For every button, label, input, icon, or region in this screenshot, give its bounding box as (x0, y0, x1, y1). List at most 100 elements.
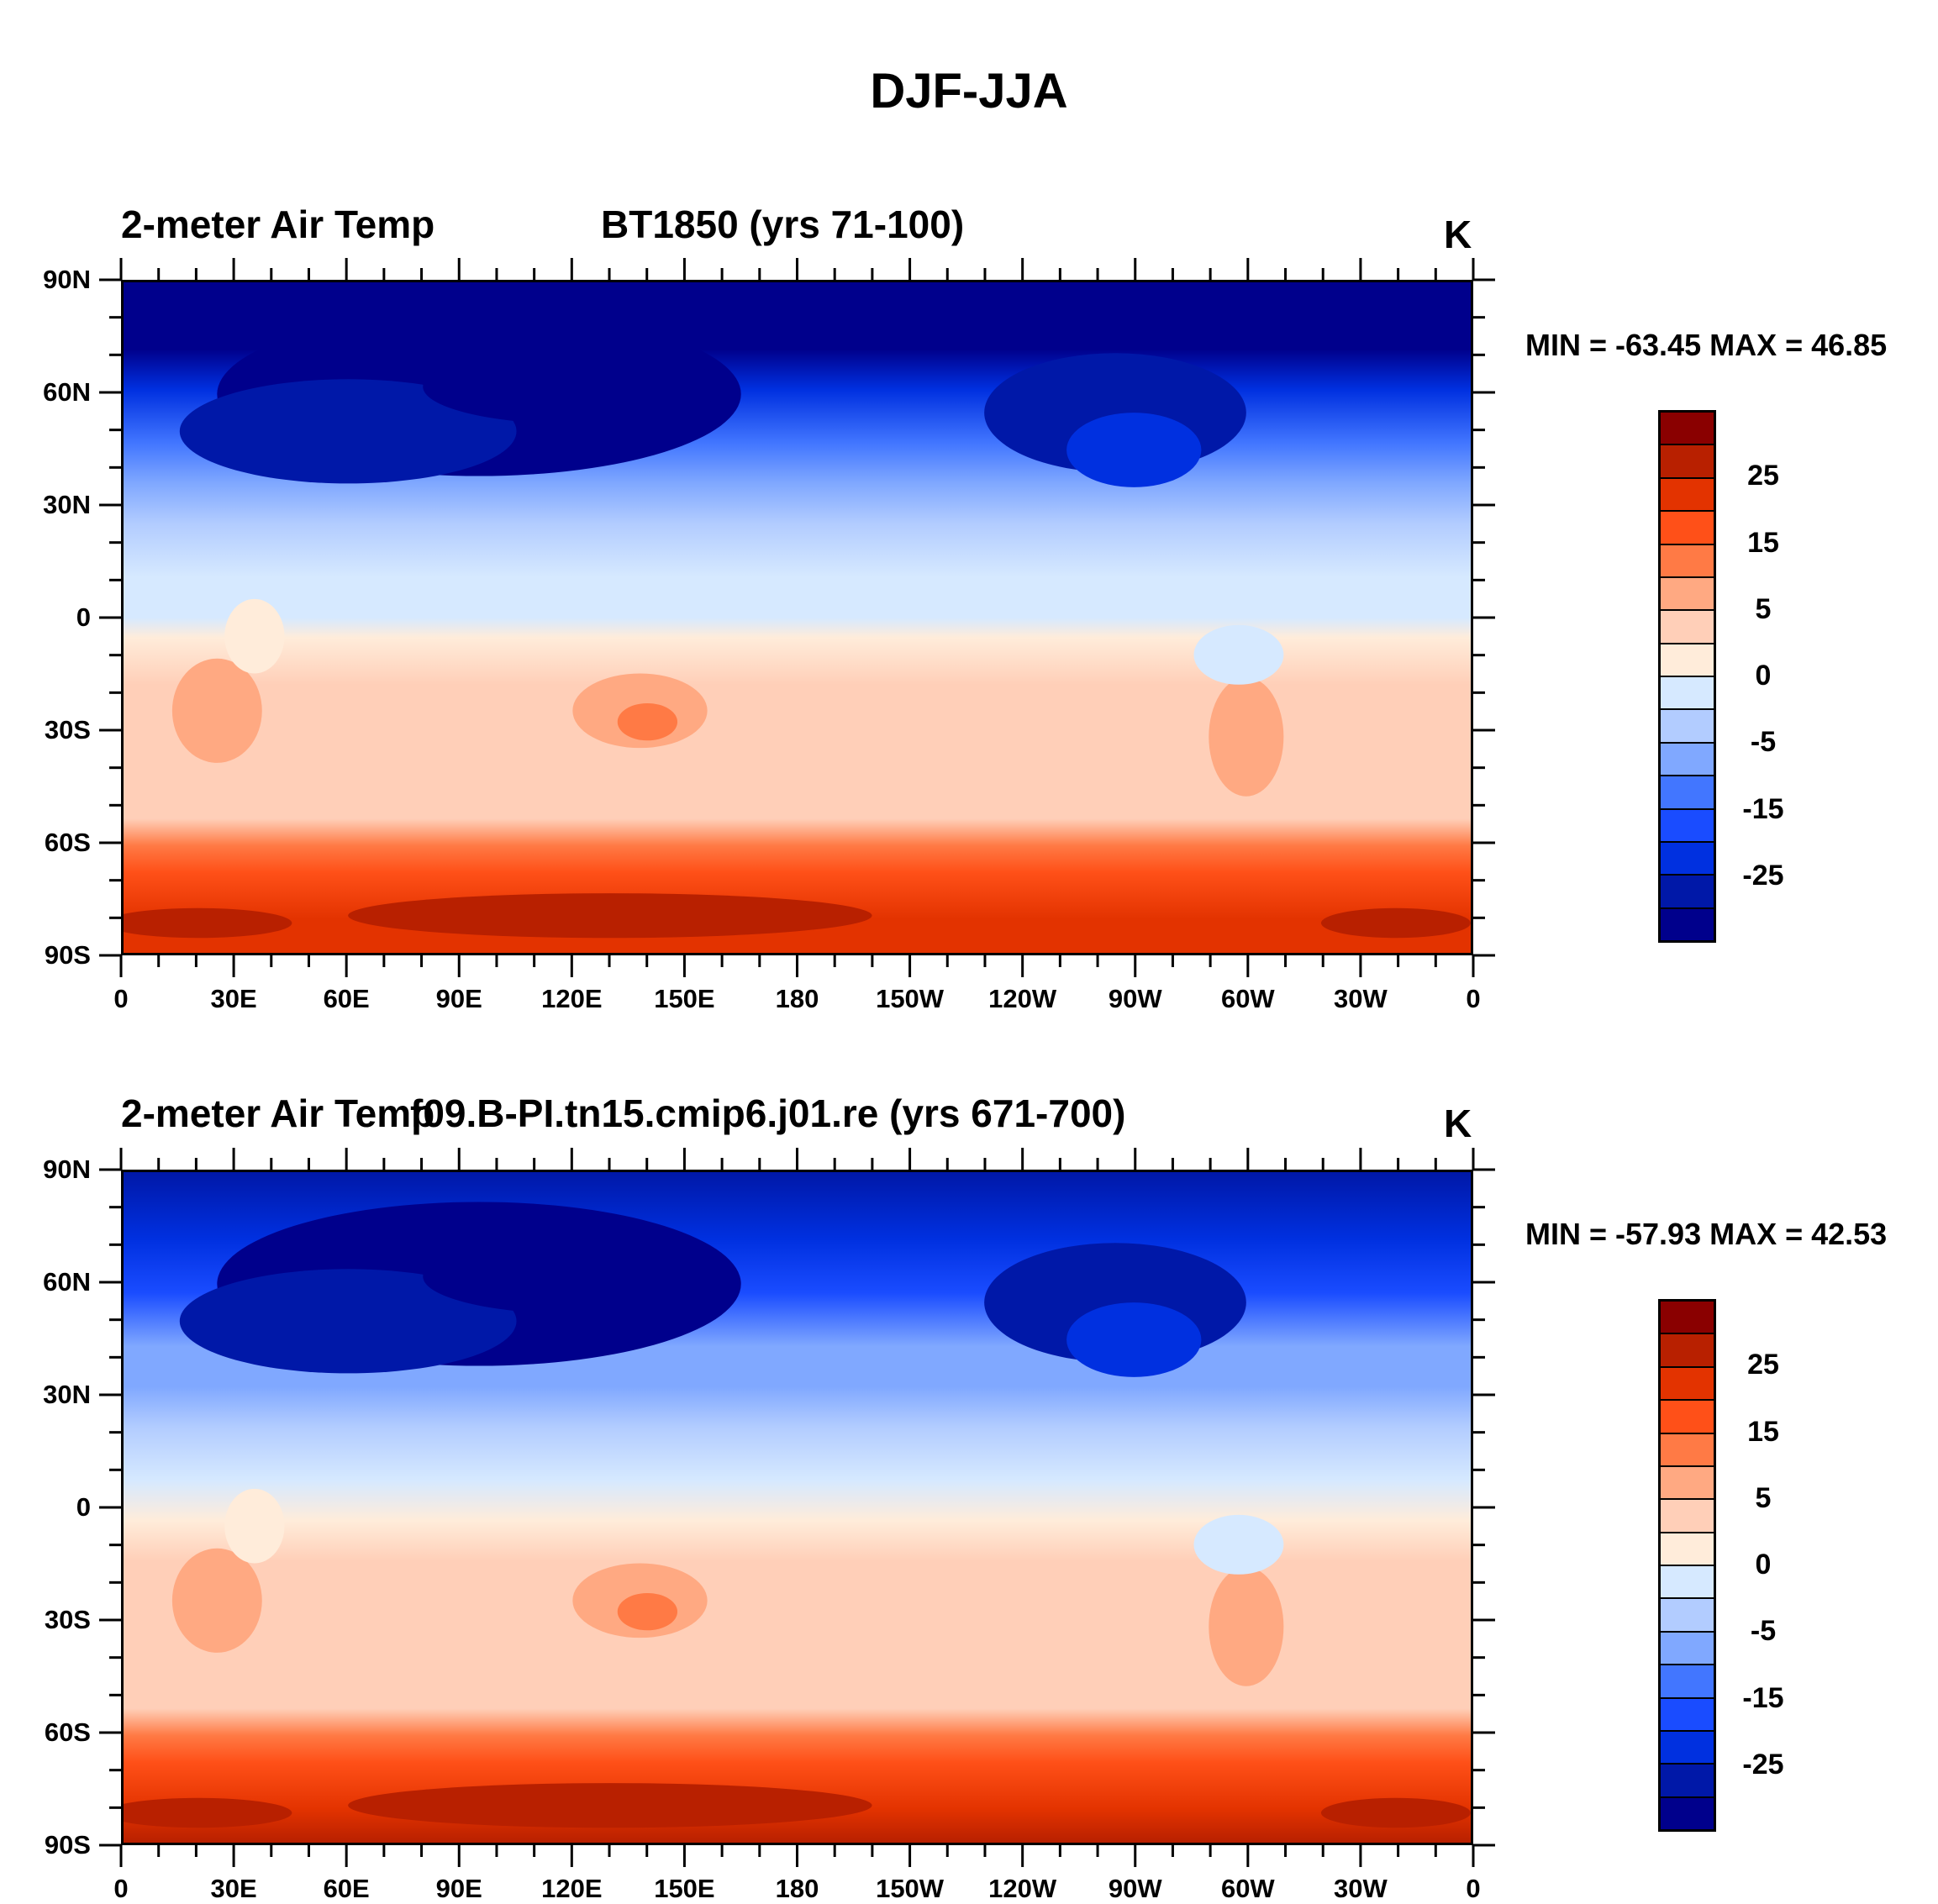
colorbar-box (1661, 908, 1714, 940)
lon-tick-label: 60E (323, 984, 370, 1013)
panel1-colorbar (1658, 410, 1716, 943)
south-america-region (1209, 676, 1284, 797)
panel2-left-title: 2-meter Air Temp (121, 1091, 435, 1135)
lat-tick-label: 0 (76, 1492, 91, 1522)
panel1-minmax: MIN = -63.45 MAX = 46.85 (1525, 328, 1888, 362)
lat-tick-label: 90S (44, 940, 91, 970)
lat-tick-label: 30N (43, 1380, 91, 1409)
panel2-map (121, 1170, 1473, 1845)
colorbar-label: 0 (1755, 660, 1772, 692)
colorbar-box (1661, 644, 1714, 677)
colorbar-box (1661, 1797, 1714, 1829)
colorbar-box (1661, 876, 1714, 909)
south-america-region (1193, 1514, 1284, 1575)
panel2-minmax: MIN = -57.93 MAX = 42.53 (1525, 1217, 1888, 1251)
colorbar-box (1661, 1433, 1714, 1467)
colorbar-box (1661, 1302, 1714, 1335)
lat-tick-label: 90N (43, 1154, 91, 1184)
panel2-colorbar (1658, 1299, 1716, 1832)
colorbar-label: -5 (1750, 726, 1777, 759)
colorbar-label: 0 (1755, 1549, 1772, 1581)
lon-tick-label: 60W (1220, 1874, 1275, 1903)
colorbar-label: -5 (1750, 1615, 1777, 1648)
colorbar-label: -15 (1742, 792, 1784, 825)
lat-tick-label: 60S (44, 1717, 91, 1747)
panel2-units: K (1444, 1102, 1472, 1145)
antarctica-region (348, 893, 872, 939)
colorbar-box (1661, 577, 1714, 612)
antarctica-region (1320, 1797, 1471, 1828)
lon-tick-label: 60E (323, 1874, 370, 1903)
lon-tick-label: 90E (435, 1874, 482, 1903)
colorbar-box (1661, 842, 1714, 876)
africa-region (224, 1488, 285, 1564)
colorbar-box (1661, 1500, 1714, 1533)
lat-tick-label: 90N (43, 265, 91, 294)
colorbar-box (1661, 1334, 1714, 1368)
colorbar-box (1661, 1731, 1714, 1765)
lon-tick-label: 30W (1334, 1874, 1388, 1903)
colorbar-box (1661, 1466, 1714, 1501)
colorbar-box (1661, 1765, 1714, 1798)
colorbar-box (1661, 1367, 1714, 1402)
colorbar-box (1661, 743, 1714, 777)
antarctica-region (124, 1797, 292, 1828)
panel1-left-title: 2-meter Air Temp (121, 202, 435, 246)
colorbar-label: -25 (1742, 1748, 1784, 1780)
eurasia-region (179, 1269, 517, 1374)
colorbar-label: 5 (1755, 1481, 1772, 1514)
colorbar-box (1661, 809, 1714, 843)
lat-tick-label: 90S (44, 1830, 91, 1859)
eurasia-region (423, 1239, 723, 1314)
panel1-center-title: BT1850 (yrs 71-100) (601, 202, 965, 246)
australia-region (617, 702, 678, 741)
lat-tick-label: 60N (43, 377, 91, 407)
figure-title: DJF-JJA (870, 64, 1068, 118)
lat-tick-label: 30N (43, 490, 91, 519)
lon-tick-label: 120W (988, 1874, 1057, 1903)
lon-tick-label: 120W (988, 984, 1057, 1013)
lat-tick-label: 60N (43, 1267, 91, 1297)
colorbar-box (1661, 611, 1714, 644)
colorbar-box (1661, 413, 1714, 446)
antarctica-region (1320, 907, 1471, 939)
lon-tick-label: 30E (210, 984, 257, 1013)
colorbar-box (1661, 1698, 1714, 1732)
lon-tick-label: 150W (876, 1874, 945, 1903)
lon-tick-label: 30E (210, 1874, 257, 1903)
colorbar-box (1661, 512, 1714, 545)
lon-tick-label: 0 (113, 984, 129, 1013)
colorbar-box (1661, 776, 1714, 810)
lat-tick-label: 0 (76, 602, 91, 632)
lon-tick-label: 150W (876, 984, 945, 1013)
colorbar-label: 5 (1755, 592, 1772, 625)
africa-region (224, 598, 285, 674)
north-america-region (1066, 1302, 1202, 1377)
australia-region (617, 1592, 678, 1631)
eurasia-region (179, 379, 517, 484)
colorbar-box (1661, 677, 1714, 711)
colorbar-box (1661, 1632, 1714, 1666)
lat-tick-label: 30S (44, 1605, 91, 1634)
lon-tick-label: 180 (775, 1874, 819, 1903)
lon-tick-label: 0 (1466, 984, 1481, 1013)
colorbar-box (1661, 544, 1714, 578)
colorbar-label: -15 (1742, 1681, 1784, 1714)
lon-tick-label: 90E (435, 984, 482, 1013)
lon-tick-label: 150E (654, 984, 715, 1013)
antarctica-region (124, 907, 292, 939)
africa-region (171, 1548, 262, 1653)
lat-tick-label: 30S (44, 715, 91, 744)
lon-tick-label: 60W (1220, 984, 1275, 1013)
colorbar-box (1661, 1599, 1714, 1633)
colorbar-box (1661, 1533, 1714, 1566)
panel1-map (121, 280, 1473, 955)
colorbar-box (1661, 1566, 1714, 1600)
lon-tick-label: 30W (1334, 984, 1388, 1013)
colorbar-label: 15 (1747, 526, 1779, 559)
colorbar-box (1661, 710, 1714, 744)
colorbar-label: -25 (1742, 859, 1784, 892)
lon-tick-label: 90W (1108, 1874, 1162, 1903)
south-america-region (1193, 624, 1284, 685)
